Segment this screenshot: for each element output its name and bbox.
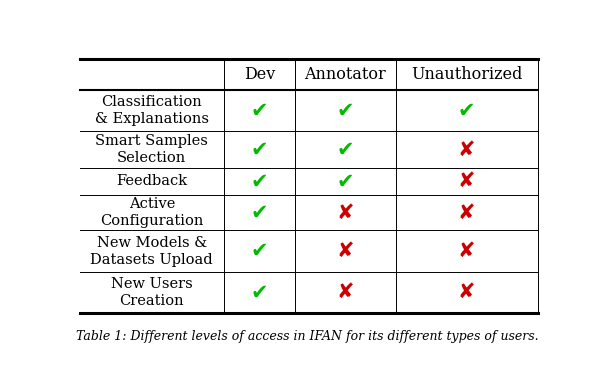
Text: ✘: ✘ [458,282,475,302]
Text: ✔: ✔ [251,241,268,261]
Text: ✘: ✘ [458,203,475,223]
Text: ✔: ✔ [251,140,268,160]
Text: ✔: ✔ [251,100,268,120]
Text: Smart Samples
Selection: Smart Samples Selection [95,134,208,165]
Text: ✔: ✔ [251,171,268,191]
Text: ✔: ✔ [458,100,475,120]
Text: ✘: ✘ [337,282,354,302]
Text: Active
Configuration: Active Configuration [100,197,203,228]
Text: Table 1: Different levels of access in IFAN for its different types of users.: Table 1: Different levels of access in I… [76,330,539,343]
Text: Feedback: Feedback [116,174,187,189]
Text: Annotator: Annotator [304,66,386,83]
Text: ✘: ✘ [458,171,475,191]
Text: Dev: Dev [244,66,275,83]
Text: ✘: ✘ [458,140,475,160]
Text: Classification
& Explanations: Classification & Explanations [95,95,209,126]
Text: ✔: ✔ [337,140,354,160]
Text: ✔: ✔ [251,203,268,223]
Text: ✘: ✘ [337,203,354,223]
Text: ✘: ✘ [458,241,475,261]
Text: ✘: ✘ [337,241,354,261]
Text: New Users
Creation: New Users Creation [111,277,193,308]
Text: ✔: ✔ [337,100,354,120]
Text: Unauthorized: Unauthorized [411,66,523,83]
Text: ✔: ✔ [337,171,354,191]
Text: ✔: ✔ [251,282,268,302]
Text: New Models &
Datasets Upload: New Models & Datasets Upload [91,236,213,267]
